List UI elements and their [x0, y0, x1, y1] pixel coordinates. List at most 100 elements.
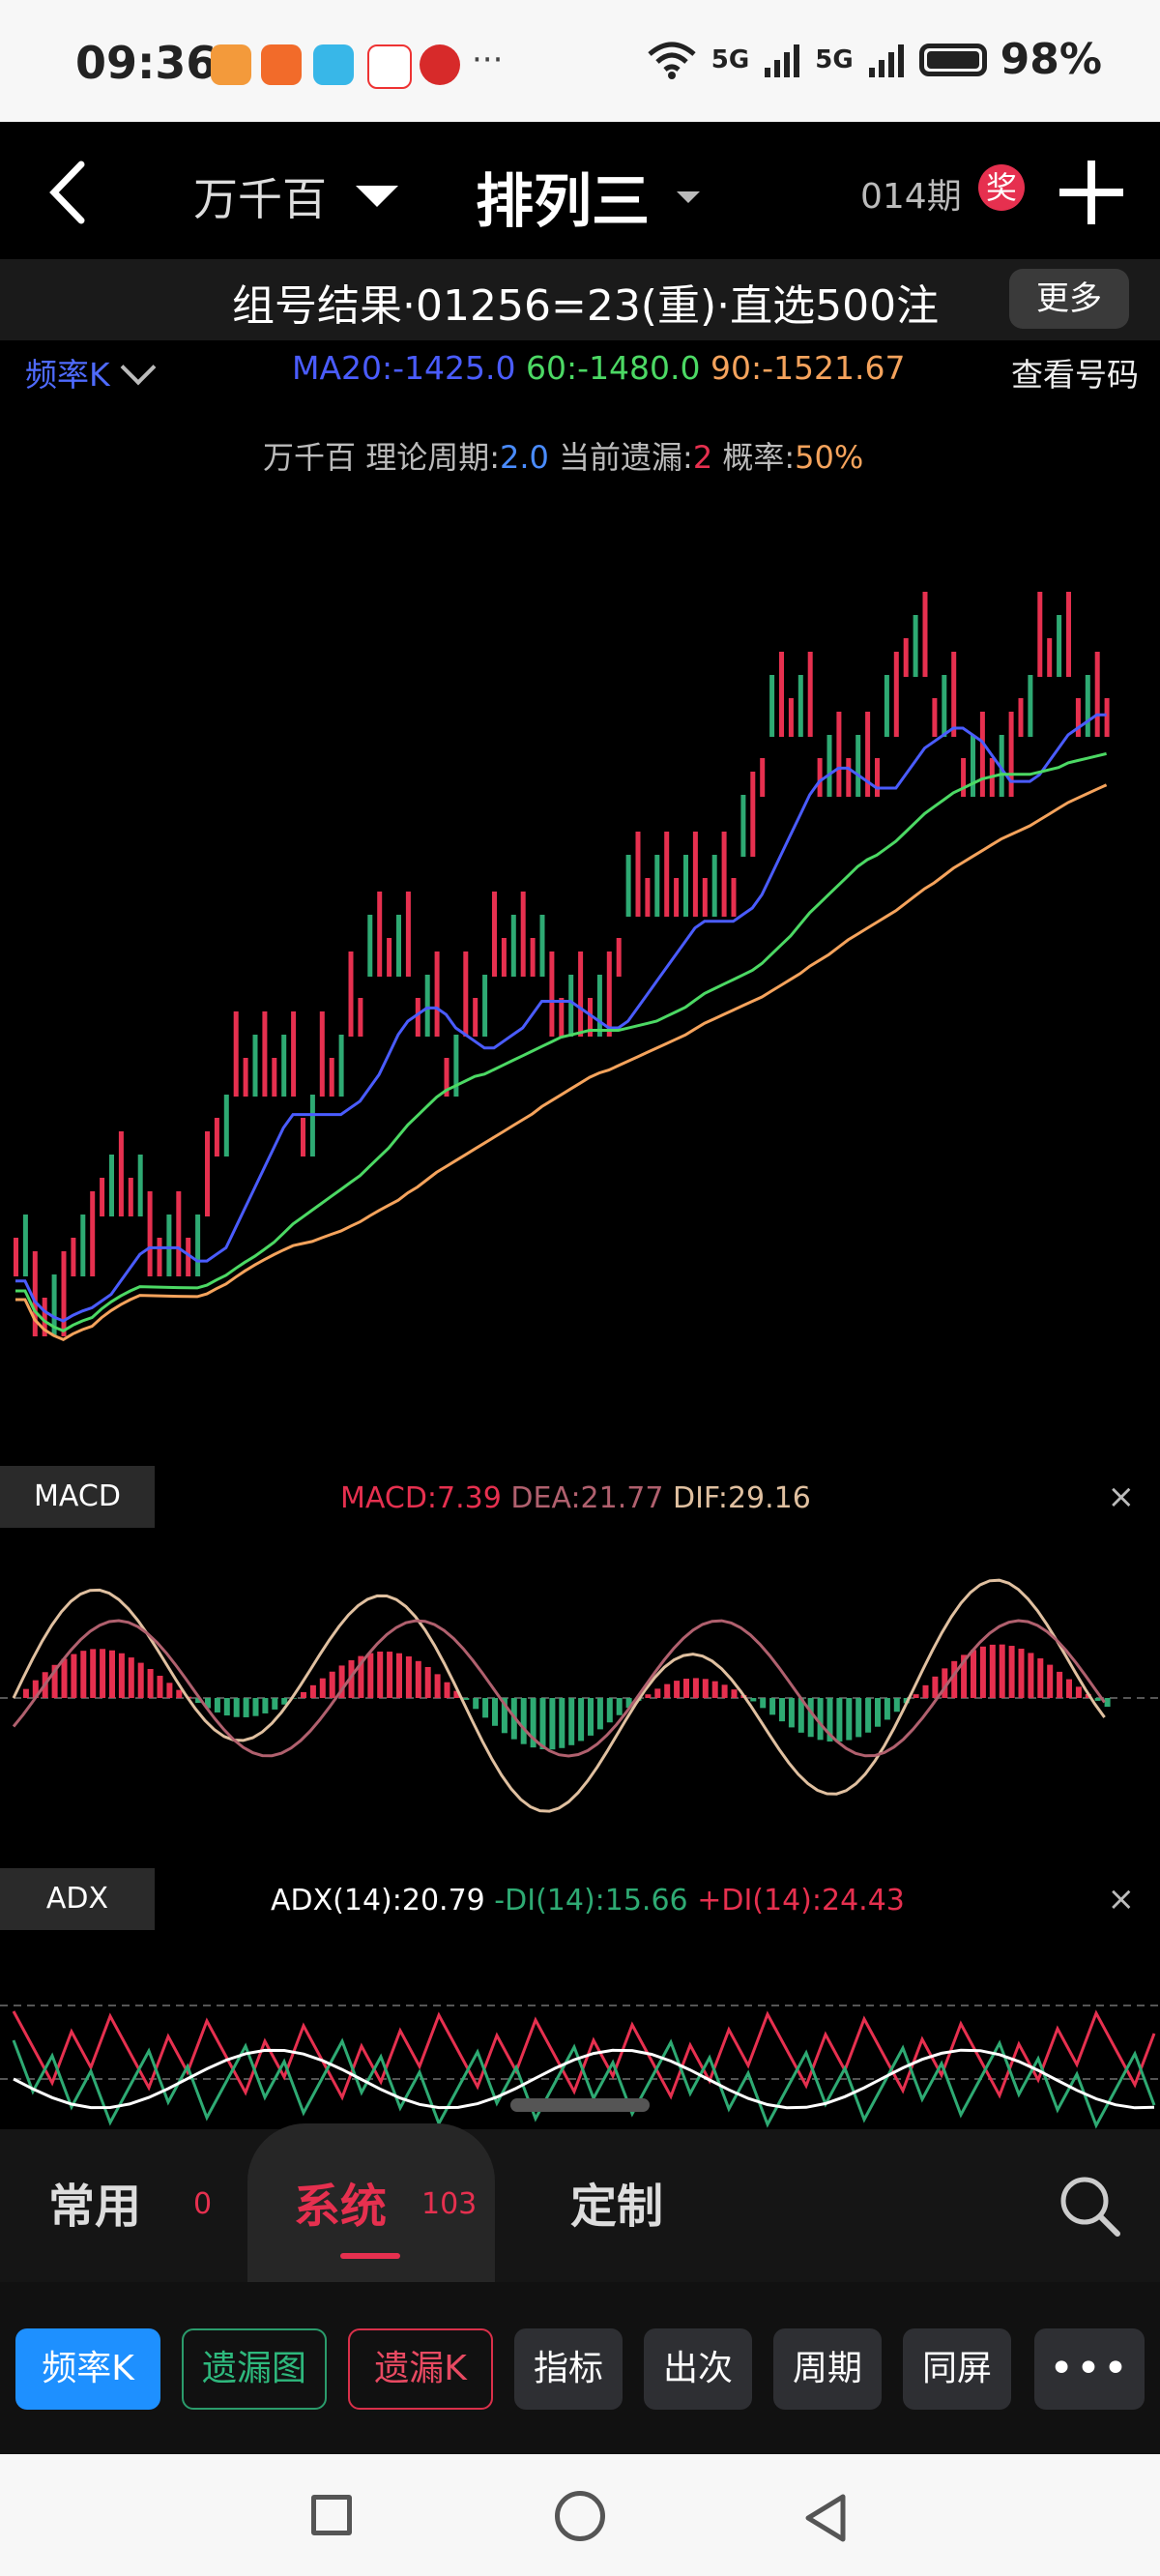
candle	[61, 1251, 67, 1336]
candle	[147, 1191, 153, 1276]
occurrence-button[interactable]: 出次	[644, 2328, 752, 2410]
macd-bar	[932, 1676, 939, 1698]
tab-system-count: 103	[421, 2187, 478, 2221]
position-group-label: 万千百	[193, 173, 327, 225]
candle	[223, 1095, 229, 1156]
tab-custom[interactable]: 定制	[570, 2180, 664, 2234]
view-numbers-link[interactable]: 查看号码	[1011, 356, 1139, 394]
macd-bar	[836, 1698, 843, 1742]
position-group-selector[interactable]: 万千百	[193, 164, 398, 228]
candle	[979, 712, 985, 797]
adx-close-icon[interactable]: ×	[1107, 1880, 1136, 1918]
home-button[interactable]	[555, 2491, 605, 2541]
candle	[42, 1298, 47, 1336]
macd-bar	[942, 1668, 948, 1698]
chart-mode-buttons: 频率K 遗漏图 遗漏K 指标 出次 周期 同屏 •••	[0, 2282, 1160, 2454]
candle	[817, 758, 823, 797]
macd-bar	[128, 1657, 134, 1698]
adx-values: ADX(14):20.79 -DI(14):15.66 +DI(14):24.4…	[271, 1884, 905, 1917]
macd-bar	[664, 1683, 671, 1698]
freq-k-button[interactable]: 频率K	[15, 2328, 160, 2410]
macd-bar	[578, 1698, 585, 1742]
candle	[214, 1118, 219, 1156]
candle	[186, 1238, 191, 1276]
macd-bar	[750, 1698, 757, 1702]
macd-tag[interactable]: MACD	[0, 1466, 155, 1528]
candle	[100, 1178, 105, 1216]
macd-bar	[473, 1698, 479, 1710]
candle	[358, 998, 363, 1037]
macd-bar	[588, 1698, 594, 1736]
tab-common[interactable]: 常用	[48, 2180, 142, 2234]
more-button[interactable]: 更多	[1009, 269, 1129, 329]
split-screen-button[interactable]: 同屏	[903, 2328, 1011, 2410]
candle	[492, 892, 497, 977]
cycle-button[interactable]: 周期	[773, 2328, 882, 2410]
indicator-button[interactable]: 指标	[514, 2328, 623, 2410]
adx-tag[interactable]: ADX	[0, 1868, 155, 1930]
frequency-k-chart[interactable]	[0, 483, 1160, 1450]
indicator-line: 频率K MA20:-1425.0 60:-1480.0 90:-1521.67 …	[0, 343, 1160, 395]
add-button[interactable]	[1059, 161, 1123, 224]
macd-bar	[118, 1653, 125, 1698]
candle	[826, 735, 832, 797]
macd-bar	[329, 1671, 335, 1698]
candle	[807, 652, 813, 737]
candle	[424, 975, 430, 1037]
candle	[654, 855, 660, 917]
candle	[166, 1215, 172, 1276]
more-options-button[interactable]: •••	[1034, 2328, 1145, 2410]
candle	[645, 878, 651, 917]
book-app-icon	[313, 44, 354, 85]
moving-average-values: MA20:-1425.0 60:-1480.0 90:-1521.67	[292, 349, 906, 387]
candle	[711, 855, 717, 917]
candle	[482, 975, 488, 1037]
chart-type-selector[interactable]: 频率K	[25, 349, 157, 395]
candle	[252, 1035, 258, 1097]
macd-bar	[205, 1698, 211, 1709]
candle	[434, 951, 440, 1037]
candle	[453, 1035, 459, 1097]
macd-bar	[377, 1652, 384, 1698]
macd-close-icon[interactable]: ×	[1107, 1478, 1136, 1516]
macd-bar	[51, 1664, 58, 1698]
macd-bar	[1037, 1658, 1044, 1698]
candle	[405, 892, 411, 977]
lottery-selector[interactable]: 排列三	[476, 155, 700, 239]
candle	[1075, 698, 1081, 737]
miss-k-button[interactable]: 遗漏K	[348, 2328, 493, 2410]
app-notification-icon	[261, 44, 302, 85]
candle	[961, 758, 967, 797]
ma90-value: 90:-1521.67	[710, 349, 906, 387]
candle	[846, 758, 852, 797]
theory-cycle-label: 理论周期:	[365, 439, 500, 476]
indicator-sheet: 常用 0 系统 103 定制 频率K 遗漏图 遗漏K 指标 出次 周期 同屏 •…	[0, 2123, 1160, 2454]
tab-system[interactable]: 系统	[294, 2180, 388, 2234]
candle	[291, 1011, 297, 1097]
macd-bar	[654, 1688, 661, 1698]
search-icon[interactable]	[1058, 2174, 1121, 2238]
network-type-2: 5G	[815, 44, 854, 74]
macd-bar	[338, 1665, 345, 1698]
macd-bar	[137, 1662, 144, 1698]
candle	[137, 1155, 143, 1216]
recent-apps-button[interactable]	[311, 2495, 352, 2535]
macd-bar	[1057, 1671, 1063, 1698]
prize-badge[interactable]: 奖	[978, 164, 1025, 211]
macd-bar	[1094, 1698, 1101, 1701]
macd-bar	[405, 1656, 412, 1698]
app-notification-icon	[211, 44, 251, 85]
candle	[128, 1178, 133, 1216]
macd-bar	[961, 1654, 968, 1698]
candle	[176, 1191, 182, 1276]
miss-chart-button[interactable]: 遗漏图	[182, 2328, 327, 2410]
macd-bar	[262, 1698, 269, 1713]
candle	[329, 1058, 334, 1097]
back-button[interactable]	[43, 159, 101, 226]
drag-handle[interactable]	[510, 2098, 650, 2112]
chart-type-label: 频率K	[25, 356, 110, 394]
nav-back-button[interactable]	[802, 2493, 849, 2543]
dif-line	[12, 1578, 1106, 1813]
macd-chart	[0, 1578, 1160, 1813]
candle	[731, 878, 737, 917]
